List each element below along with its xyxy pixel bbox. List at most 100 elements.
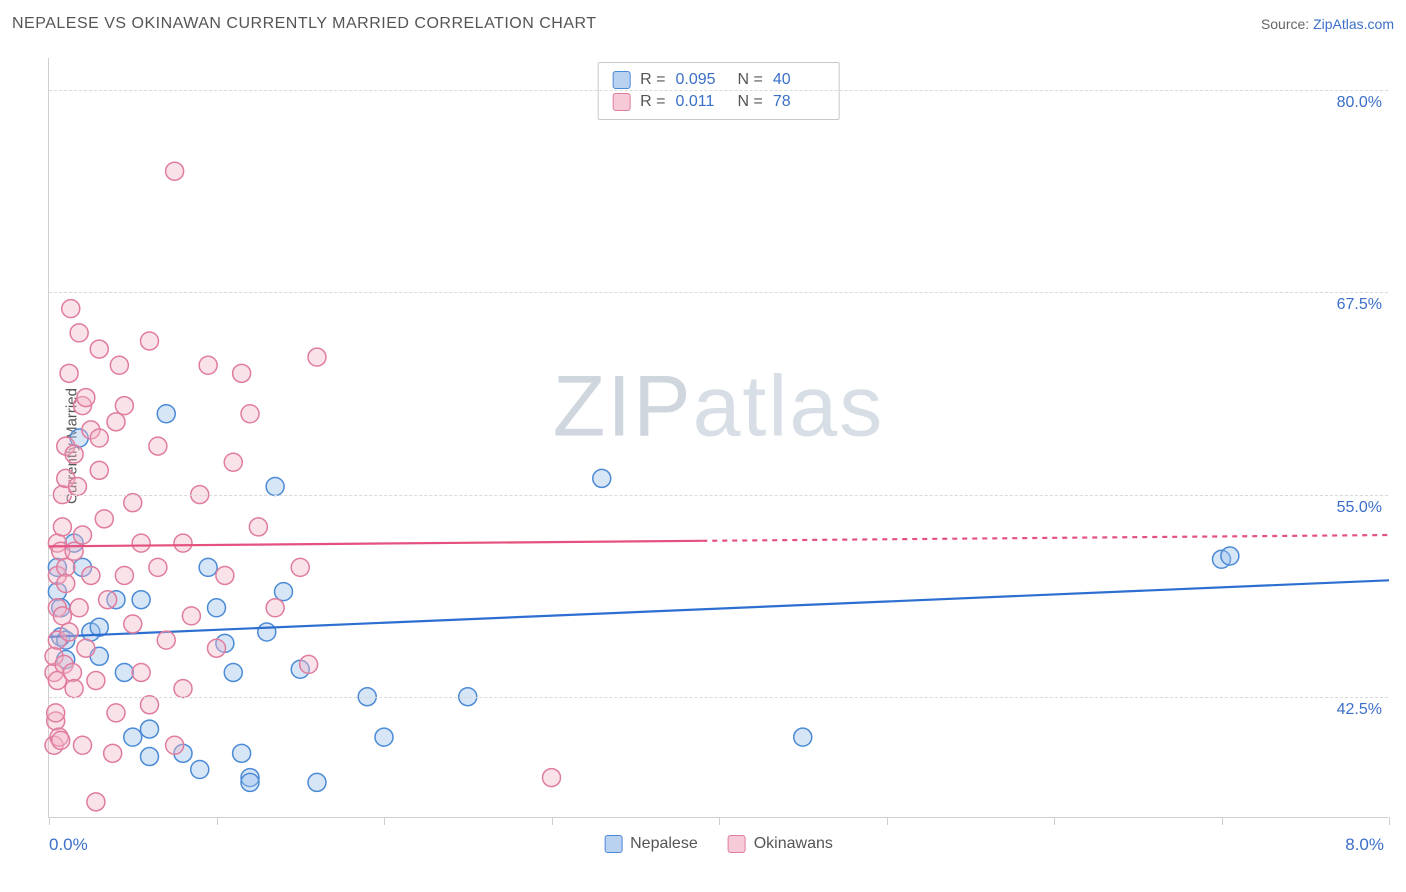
data-point-nepalese [124,728,142,746]
data-point-okinawans [74,526,92,544]
data-point-nepalese [115,663,133,681]
source-attribution: Source: ZipAtlas.com [1261,16,1394,32]
data-point-okinawans [52,731,70,749]
data-point-okinawans [157,631,175,649]
x-tick [384,817,385,825]
swatch-nepalese-icon [604,835,622,853]
data-point-okinawans [166,162,184,180]
data-point-okinawans [82,566,100,584]
data-point-okinawans [87,672,105,690]
stat-n-label2: N = [738,91,763,113]
data-point-okinawans [99,591,117,609]
legend-label-okinawans: Okinawans [754,835,833,853]
data-point-okinawans [107,413,125,431]
stat-r-label2: R = [640,91,665,113]
data-point-okinawans [132,663,150,681]
x-axis-max-label: 8.0% [1345,835,1384,855]
data-point-nepalese [141,748,159,766]
chart-svg [49,58,1388,817]
gridline [49,292,1388,293]
data-point-nepalese [258,623,276,641]
x-tick [217,817,218,825]
data-point-nepalese [794,728,812,746]
data-point-okinawans [174,534,192,552]
data-point-okinawans [65,680,83,698]
data-point-okinawans [199,356,217,374]
legend-label-nepalese: Nepalese [630,835,698,853]
data-point-okinawans [174,680,192,698]
data-point-okinawans [132,534,150,552]
data-point-okinawans [62,300,80,318]
data-point-nepalese [1221,547,1239,565]
data-point-okinawans [77,639,95,657]
x-tick [887,817,888,825]
data-point-nepalese [141,720,159,738]
data-point-nepalese [157,405,175,423]
chart-header: NEPALESE VS OKINAWAN CURRENTLY MARRIED C… [0,0,1406,48]
x-tick [1389,817,1390,825]
data-point-nepalese [132,591,150,609]
data-point-okinawans [249,518,267,536]
data-point-okinawans [63,663,81,681]
data-point-okinawans [47,704,65,722]
data-point-nepalese [224,663,242,681]
data-point-nepalese [266,478,284,496]
data-point-okinawans [53,607,71,625]
stat-n-nepalese: 40 [773,69,825,91]
legend-item-okinawans: Okinawans [728,835,833,853]
legend-stats-row-okinawans: R = 0.011 N = 78 [612,91,825,113]
data-point-okinawans [57,575,75,593]
data-point-okinawans [166,736,184,754]
y-tick-label: 42.5% [1337,701,1382,719]
x-tick [1054,817,1055,825]
data-point-nepalese [191,760,209,778]
data-point-okinawans [70,599,88,617]
source-link[interactable]: ZipAtlas.com [1313,16,1394,32]
stat-r-nepalese: 0.095 [676,69,728,91]
stat-r-label: R = [640,69,665,91]
data-point-okinawans [104,744,122,762]
data-point-okinawans [115,566,133,584]
source-prefix: Source: [1261,16,1313,32]
data-point-nepalese [199,558,217,576]
data-point-okinawans [53,518,71,536]
legend-stats-row-nepalese: R = 0.095 N = 40 [612,69,825,91]
data-point-okinawans [110,356,128,374]
data-point-okinawans [90,429,108,447]
data-point-okinawans [300,655,318,673]
data-point-okinawans [149,558,167,576]
stat-n-label: N = [738,69,763,91]
data-point-okinawans [90,461,108,479]
data-point-okinawans [115,397,133,415]
data-point-okinawans [182,607,200,625]
x-tick [1222,817,1223,825]
data-point-okinawans [141,696,159,714]
data-point-okinawans [208,639,226,657]
data-point-okinawans [216,566,234,584]
data-point-okinawans [90,340,108,358]
data-point-okinawans [141,332,159,350]
data-point-okinawans [70,324,88,342]
data-point-okinawans [107,704,125,722]
chart-title: NEPALESE VS OKINAWAN CURRENTLY MARRIED C… [12,15,597,33]
data-point-okinawans [291,558,309,576]
swatch-okinawans-icon [728,835,746,853]
data-point-nepalese [593,469,611,487]
data-point-okinawans [241,405,259,423]
legend-item-nepalese: Nepalese [604,835,698,853]
data-point-okinawans [308,348,326,366]
data-point-nepalese [241,773,259,791]
data-point-okinawans [266,599,284,617]
data-point-okinawans [74,736,92,754]
y-tick-label: 67.5% [1337,296,1382,314]
data-point-okinawans [57,558,75,576]
data-point-nepalese [308,773,326,791]
data-point-okinawans [233,364,251,382]
stat-r-okinawans: 0.011 [676,91,728,113]
x-tick [49,817,50,825]
x-tick [552,817,553,825]
swatch-nepalese-icon [612,71,630,89]
data-point-okinawans [87,793,105,811]
data-point-okinawans [60,623,78,641]
trend-line-nepalese [49,580,1389,637]
